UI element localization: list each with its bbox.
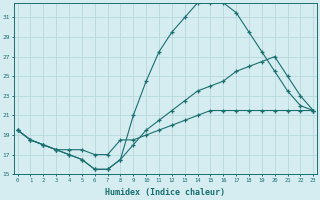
X-axis label: Humidex (Indice chaleur): Humidex (Indice chaleur) bbox=[105, 188, 225, 197]
